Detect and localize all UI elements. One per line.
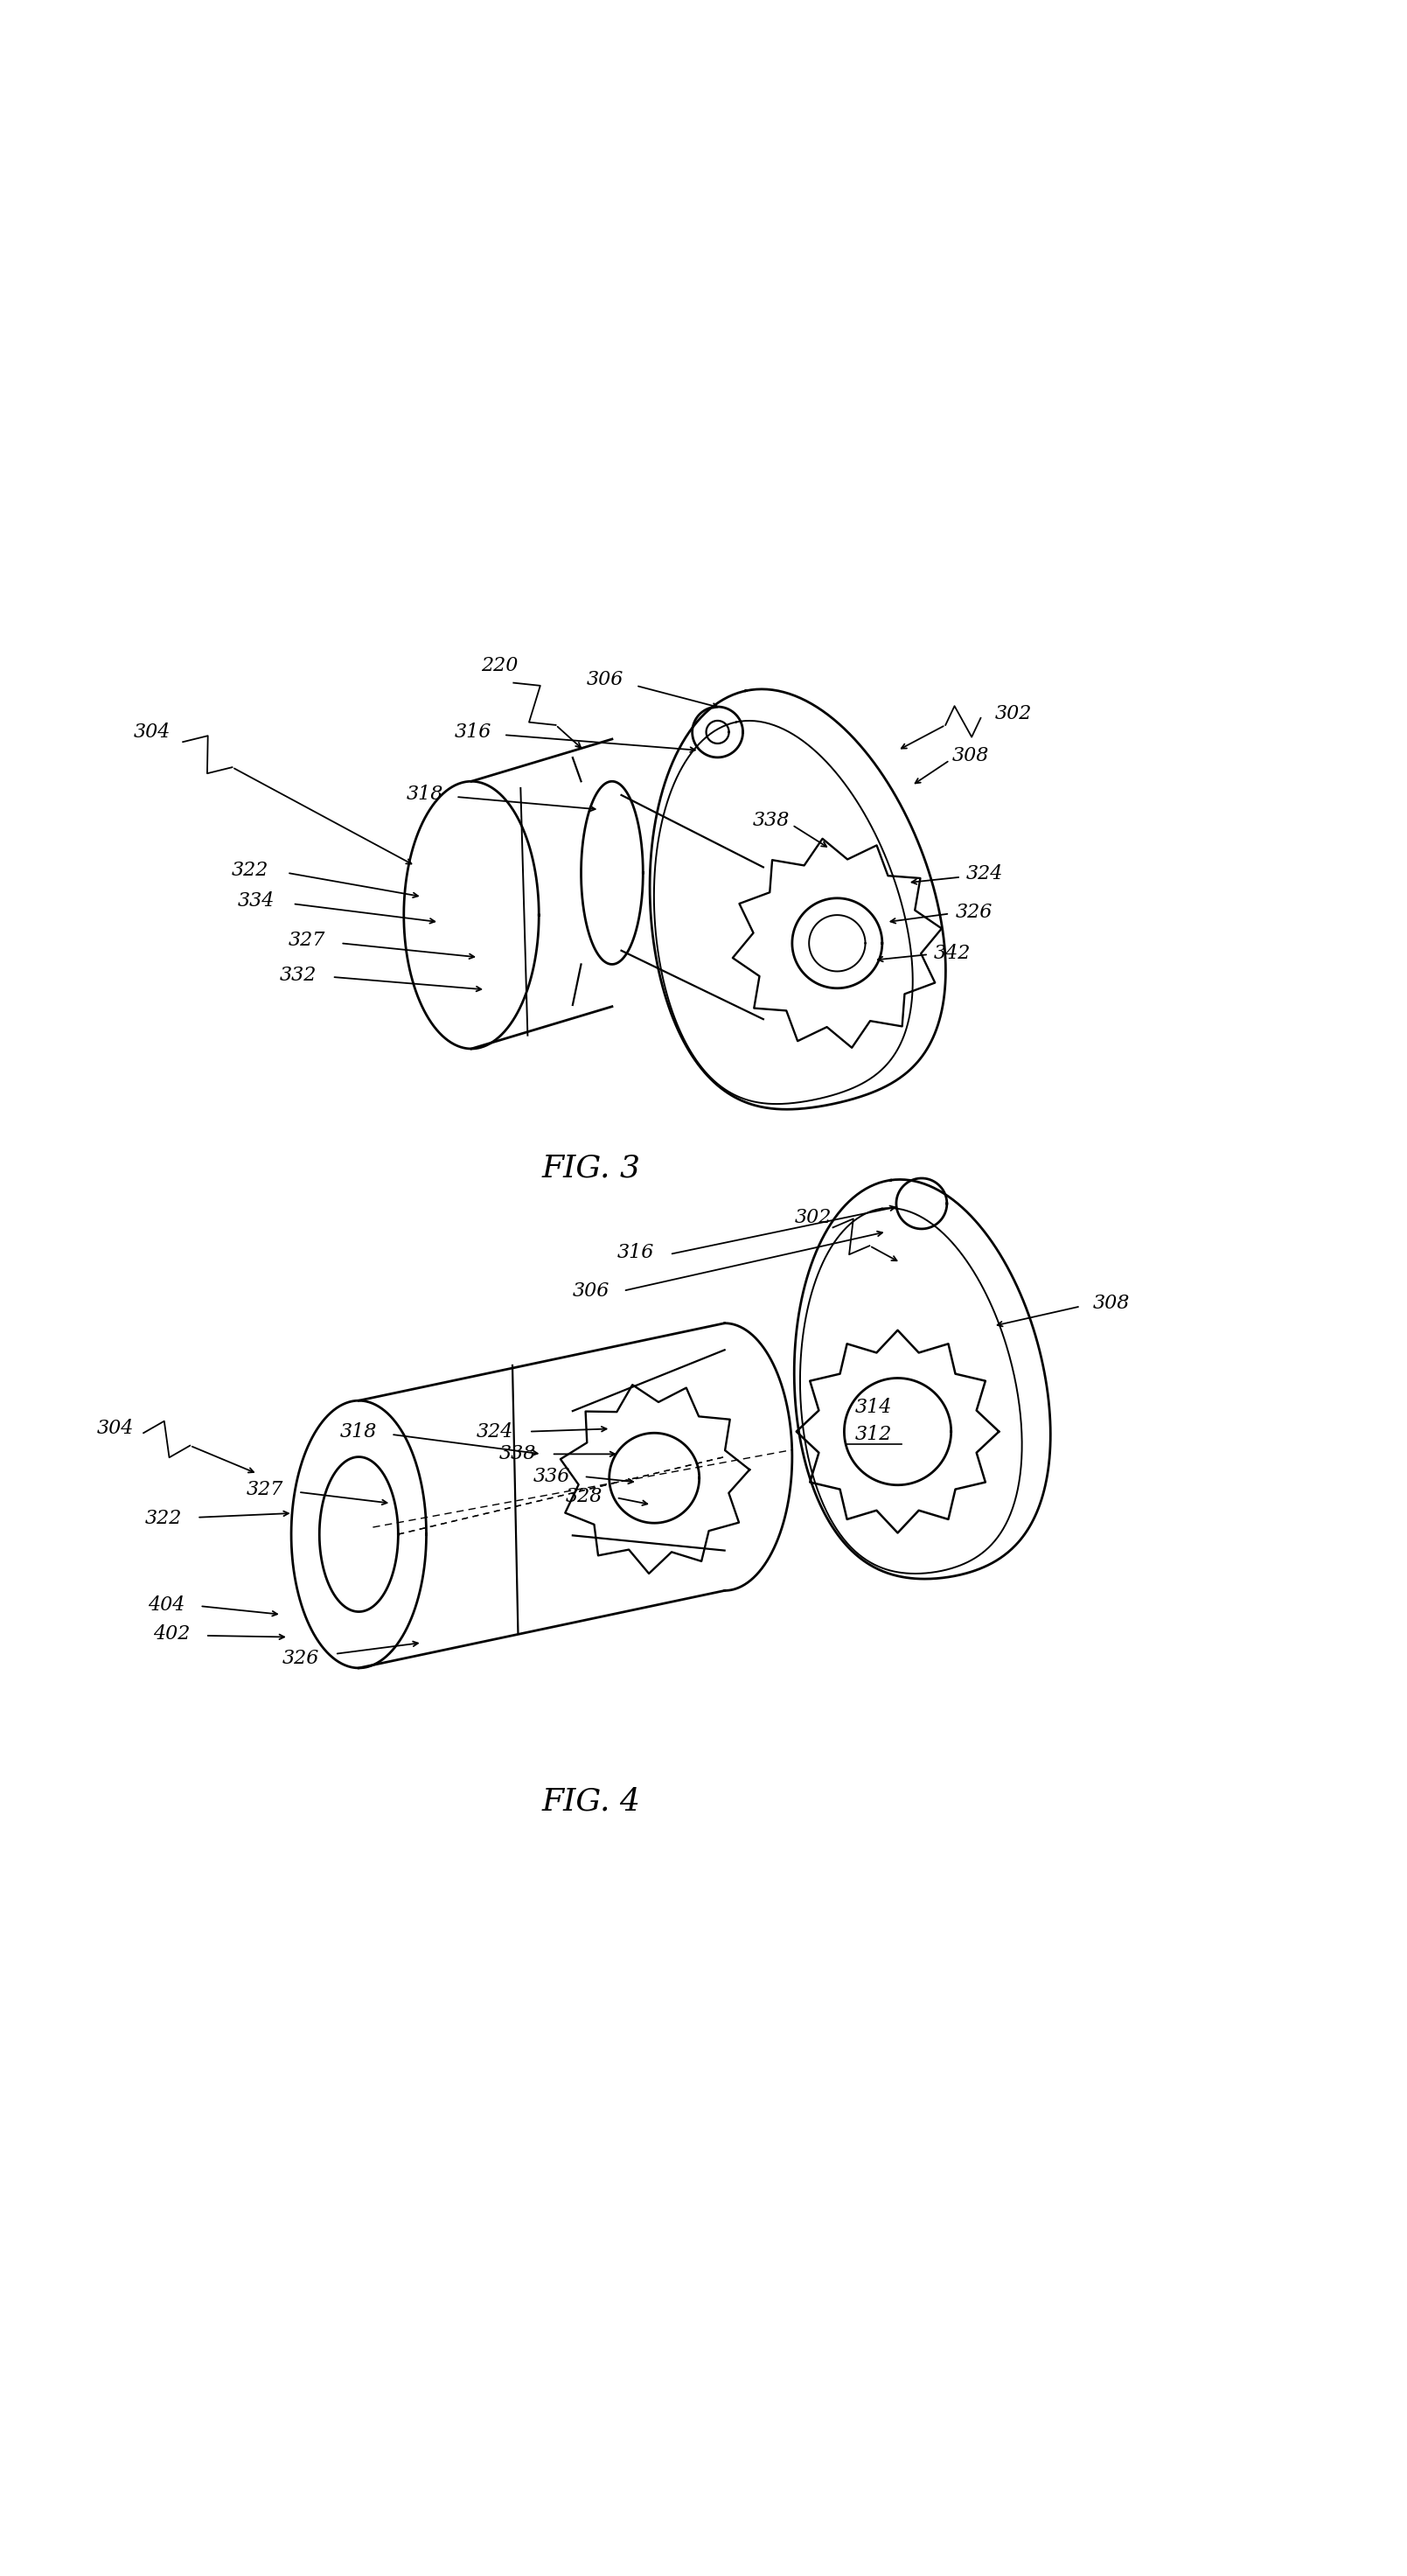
Text: 338: 338 (499, 1445, 536, 1463)
Text: 306: 306 (573, 1280, 609, 1301)
Text: 318: 318 (340, 1422, 377, 1440)
Text: FIG. 3: FIG. 3 (542, 1154, 640, 1182)
Text: 324: 324 (477, 1422, 514, 1440)
Text: 342: 342 (934, 943, 971, 963)
Text: 327: 327 (246, 1479, 283, 1499)
Text: 327: 327 (288, 930, 325, 951)
Text: 324: 324 (967, 866, 1003, 884)
Text: 336: 336 (533, 1466, 570, 1486)
Text: 302: 302 (795, 1208, 832, 1226)
Text: 332: 332 (280, 966, 317, 984)
Text: 316: 316 (454, 721, 491, 742)
Text: 304: 304 (134, 721, 170, 742)
Text: 318: 318 (407, 783, 443, 804)
Text: 328: 328 (566, 1486, 602, 1507)
Text: 404: 404 (148, 1595, 184, 1615)
Text: 334: 334 (238, 891, 274, 909)
Text: 312: 312 (855, 1425, 892, 1445)
Text: 326: 326 (955, 902, 992, 922)
Text: FIG. 4: FIG. 4 (542, 1788, 640, 1816)
Text: 302: 302 (995, 703, 1031, 724)
Text: 322: 322 (232, 860, 269, 878)
Text: 308: 308 (953, 747, 989, 765)
Text: 402: 402 (153, 1625, 190, 1643)
Text: 220: 220 (481, 657, 518, 675)
Text: 322: 322 (145, 1510, 182, 1528)
Text: 308: 308 (1093, 1293, 1130, 1314)
Text: 306: 306 (587, 670, 623, 690)
Text: 316: 316 (618, 1244, 654, 1262)
Text: 326: 326 (283, 1649, 319, 1667)
Text: 314: 314 (855, 1399, 892, 1417)
Text: 304: 304 (97, 1419, 134, 1437)
Text: 338: 338 (753, 811, 789, 829)
